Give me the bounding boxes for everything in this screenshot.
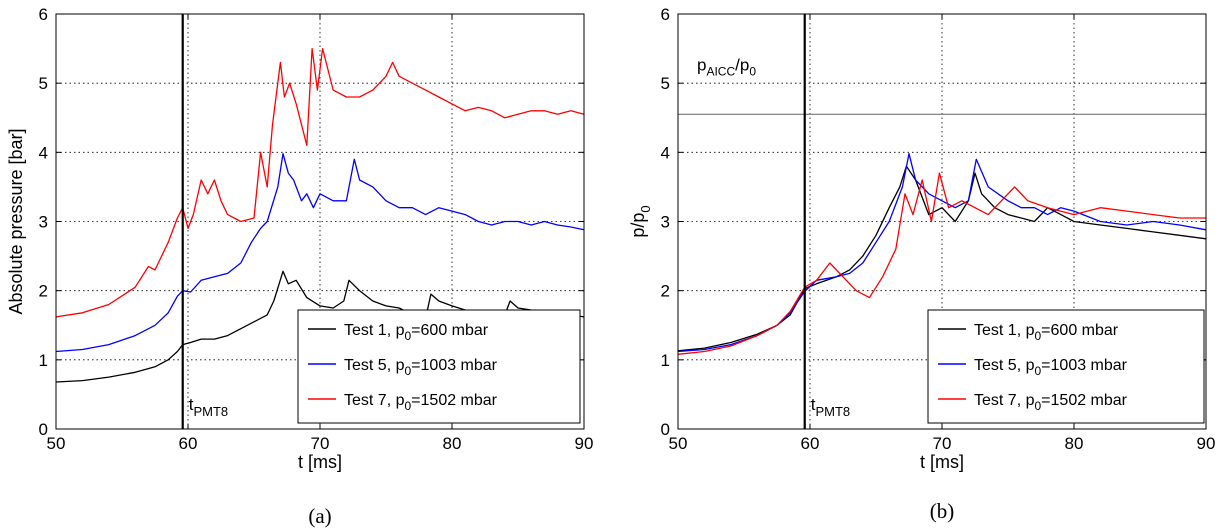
legend-entry-1: Test 1, p0=600 mbar	[974, 322, 1119, 343]
series-line-3	[55, 47, 585, 318]
x-tick-label: 80	[1065, 434, 1084, 453]
panel-caption: (b)	[930, 499, 955, 523]
x-tick-label: 80	[443, 434, 462, 453]
y-tick-label: 5	[39, 74, 48, 93]
y-tick-label: 4	[661, 143, 670, 162]
tpmt8-label: tPMT8	[189, 395, 228, 419]
series-line-3	[677, 172, 1206, 355]
y-tick-label: 3	[661, 213, 670, 232]
legend-box	[297, 309, 581, 424]
legend-entry-3: Test 7, p0=1502 mbar	[344, 392, 498, 413]
y-tick-label: 6	[39, 5, 48, 24]
x-tick-label: 60	[801, 434, 820, 453]
y-tick-label: 5	[661, 74, 670, 93]
x-axis-label: t [ms]	[298, 452, 342, 472]
y-tick-label: 0	[39, 420, 48, 439]
aicc-label: pAICC/p0	[697, 55, 756, 78]
y-tick-label: 2	[39, 282, 48, 301]
x-tick-label: 70	[933, 434, 952, 453]
x-tick-label: 70	[311, 434, 330, 453]
tpmt8-label: tPMT8	[811, 395, 850, 419]
y-axis-label: Absolute pressure [bar]	[6, 128, 26, 314]
legend: Test 1, p0=600 mbar Test 5, p0=1003 mbar T…	[297, 309, 581, 424]
x-tick-label: 50	[47, 434, 66, 453]
legend-entry-3: Test 7, p0=1502 mbar	[974, 392, 1128, 413]
legend-box	[927, 309, 1205, 424]
x-tick-label: 50	[669, 434, 688, 453]
x-tick-label: 90	[1197, 434, 1216, 453]
x-tick-label: 90	[575, 434, 594, 453]
legend-entry-2: Test 5, p0=1003 mbar	[974, 357, 1128, 378]
series-line-2	[55, 153, 585, 353]
y-axis-label: p/p0	[628, 205, 653, 237]
legend: Test 1, p0=600 mbar Test 5, p0=1003 mbar T…	[927, 309, 1205, 424]
y-tick-label: 1	[39, 351, 48, 370]
legend-entry-2: Test 5, p0=1003 mbar	[344, 357, 498, 378]
y-tick-label: 2	[661, 282, 670, 301]
legend-entry-1: Test 1, p0=600 mbar	[344, 322, 489, 343]
y-tick-label: 4	[39, 143, 48, 162]
chart-panel-a: tPMT8 50 60 70 80 90 0 1 2 3 4 5 6 t [ms] Absolute pre…	[6, 5, 593, 528]
y-tick-label: 0	[661, 420, 670, 439]
series-line-2	[677, 153, 1207, 353]
chart-panel-b: pAICC/p0 tPMT8 50 60 70 80 90 0 1 2 3 4 5 6 t [ms] p/p0…	[628, 5, 1215, 523]
panel-caption: (a)	[308, 504, 331, 528]
y-tick-label: 1	[661, 351, 670, 370]
y-tick-label: 6	[661, 5, 670, 24]
x-axis-label: t [ms]	[920, 452, 964, 472]
y-tick-label: 3	[39, 213, 48, 232]
x-tick-label: 60	[179, 434, 198, 453]
